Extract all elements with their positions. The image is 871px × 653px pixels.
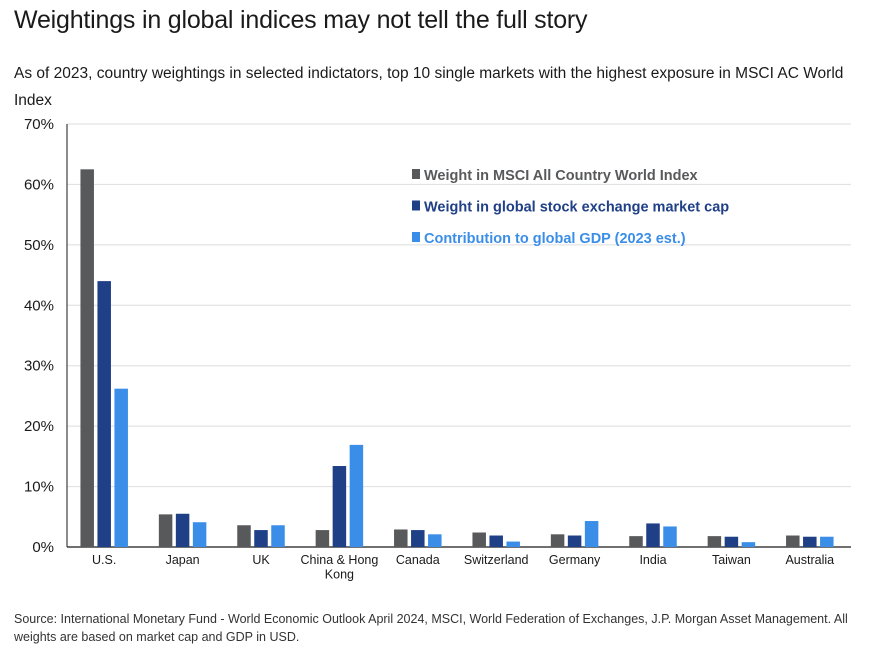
x-category-label: Japan bbox=[166, 553, 200, 567]
y-tick-label: 0% bbox=[32, 539, 54, 556]
y-tick-label: 30% bbox=[24, 358, 54, 375]
chart-title: Weightings in global indices may not tel… bbox=[14, 6, 588, 34]
legend-swatch bbox=[412, 232, 420, 242]
bar bbox=[803, 536, 817, 547]
legend-swatch bbox=[412, 169, 420, 179]
bar bbox=[786, 535, 800, 547]
bar bbox=[394, 529, 408, 547]
x-category-label: Switzerland bbox=[464, 553, 529, 567]
bar bbox=[315, 530, 330, 547]
x-category-label: Taiwan bbox=[712, 553, 751, 567]
source-note: Source: International Monetary Fund - Wo… bbox=[14, 612, 848, 644]
x-axis-category-labels: U.S. Japan UK China & Hong Kong Canada Switzer… bbox=[92, 553, 834, 582]
bar bbox=[349, 444, 364, 547]
bar bbox=[472, 532, 486, 547]
bar bbox=[741, 542, 756, 547]
legend-swatch bbox=[412, 200, 420, 211]
bar bbox=[80, 169, 94, 548]
x-category-label: Canada bbox=[396, 553, 440, 567]
y-tick-label: 10% bbox=[24, 479, 54, 496]
bar bbox=[567, 535, 582, 547]
x-category-label: Australia bbox=[785, 553, 834, 567]
bar bbox=[237, 525, 251, 547]
bar bbox=[97, 281, 111, 547]
y-tick-label: 20% bbox=[24, 418, 54, 435]
bar-chart: 0% 10% 20% 30% 40% 50% 60% 70% U.S. Japan UK China… bbox=[24, 116, 851, 582]
bar bbox=[820, 536, 834, 547]
x-category-label: China & Hong Kong bbox=[300, 553, 378, 582]
bar bbox=[175, 513, 190, 547]
bar bbox=[506, 541, 520, 547]
bar bbox=[332, 466, 347, 547]
bar bbox=[114, 388, 128, 547]
bar bbox=[411, 530, 425, 547]
chart-subtitle: As of 2023, country weightings in select… bbox=[14, 65, 844, 109]
legend-label: Weight in global stock exchange market c… bbox=[424, 200, 729, 216]
bar bbox=[663, 526, 677, 547]
bar bbox=[428, 534, 442, 547]
y-tick-label: 60% bbox=[24, 176, 54, 193]
legend-label: Contribution to global GDP (2023 est.) bbox=[424, 231, 686, 247]
bar bbox=[724, 536, 739, 547]
x-category-label: India bbox=[639, 553, 666, 567]
bar bbox=[271, 525, 285, 547]
bar bbox=[550, 534, 565, 547]
legend-label: Weight in MSCI All Country World Index bbox=[424, 168, 698, 184]
bar bbox=[489, 535, 503, 547]
bar-series bbox=[80, 169, 834, 548]
y-tick-label: 50% bbox=[24, 237, 54, 254]
legend: Weight in MSCI All Country World Index We… bbox=[412, 168, 729, 247]
bar bbox=[158, 514, 173, 547]
y-tick-label: 70% bbox=[24, 116, 54, 133]
bar bbox=[192, 522, 207, 547]
bar bbox=[584, 521, 599, 547]
bar bbox=[646, 523, 660, 547]
gridlines bbox=[66, 123, 851, 548]
y-axis-tick-labels: 0% 10% 20% 30% 40% 50% 60% 70% bbox=[24, 116, 54, 556]
bar bbox=[707, 536, 722, 547]
x-category-label: UK bbox=[252, 553, 270, 567]
bar bbox=[629, 536, 643, 547]
y-tick-label: 40% bbox=[24, 297, 54, 314]
x-category-label: Germany bbox=[549, 553, 601, 567]
bar bbox=[254, 530, 268, 547]
x-category-label: U.S. bbox=[92, 553, 116, 567]
